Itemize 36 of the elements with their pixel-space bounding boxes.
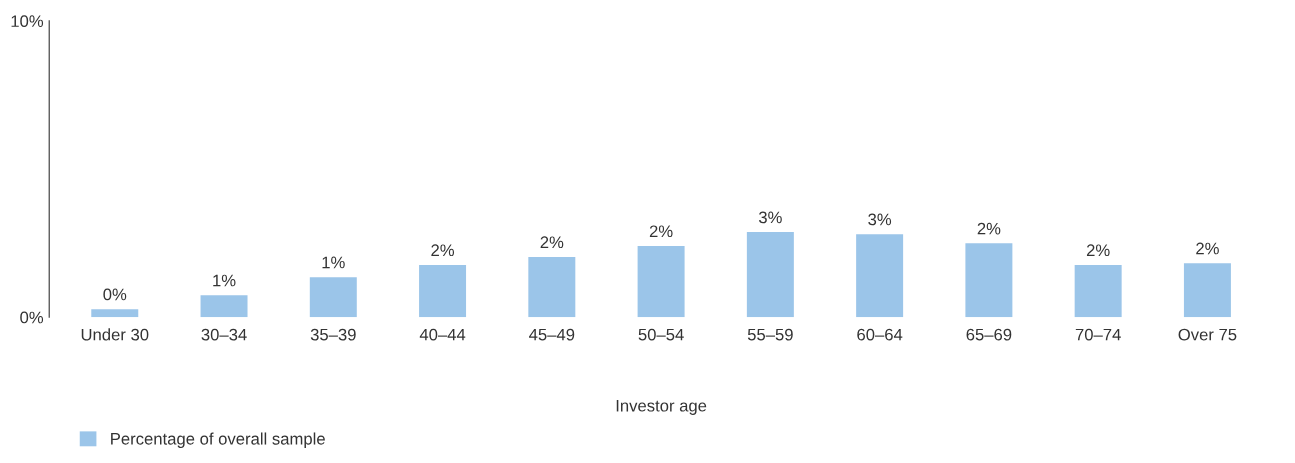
x-tick-label: 40–44 (419, 328, 466, 341)
data-label: 2% (540, 236, 564, 249)
data-label: 2% (1086, 244, 1110, 257)
bar (528, 257, 576, 318)
data-label: 2% (431, 244, 455, 257)
data-label: 2% (977, 222, 1001, 235)
x-tick-label: Over 75 (1178, 328, 1237, 341)
bar (91, 309, 139, 318)
data-label: 3% (758, 211, 782, 224)
data-label: 1% (322, 256, 345, 269)
data-label: 3% (868, 213, 892, 226)
x-axis-title: Investor age (616, 399, 707, 415)
y-tick-label: 10% (11, 15, 44, 28)
legend-label: Percentage of overall sample (111, 432, 325, 448)
x-tick-label: 45–49 (529, 328, 575, 341)
data-label: 1% (213, 274, 236, 287)
bar (965, 243, 1013, 318)
x-tick-label: 35–39 (310, 328, 356, 341)
bar (856, 234, 904, 318)
x-tick-label: 60–64 (857, 328, 903, 341)
x-tick-label: 30–34 (201, 328, 247, 341)
bar (200, 295, 248, 318)
bar (419, 265, 467, 318)
bar (1183, 263, 1231, 318)
bar (309, 277, 357, 318)
x-tick-label: 70–74 (1075, 328, 1121, 341)
bar (1074, 265, 1122, 318)
data-label: 2% (649, 225, 673, 238)
x-tick-label: Under 30 (81, 328, 149, 341)
bar (637, 246, 685, 318)
x-tick-label: 50–54 (638, 328, 684, 341)
data-label: 0% (103, 288, 127, 301)
x-tick-label: 55–59 (747, 328, 793, 341)
bar (746, 232, 794, 318)
x-tick-label: 65–69 (966, 328, 1012, 341)
data-label: 2% (1196, 242, 1219, 255)
